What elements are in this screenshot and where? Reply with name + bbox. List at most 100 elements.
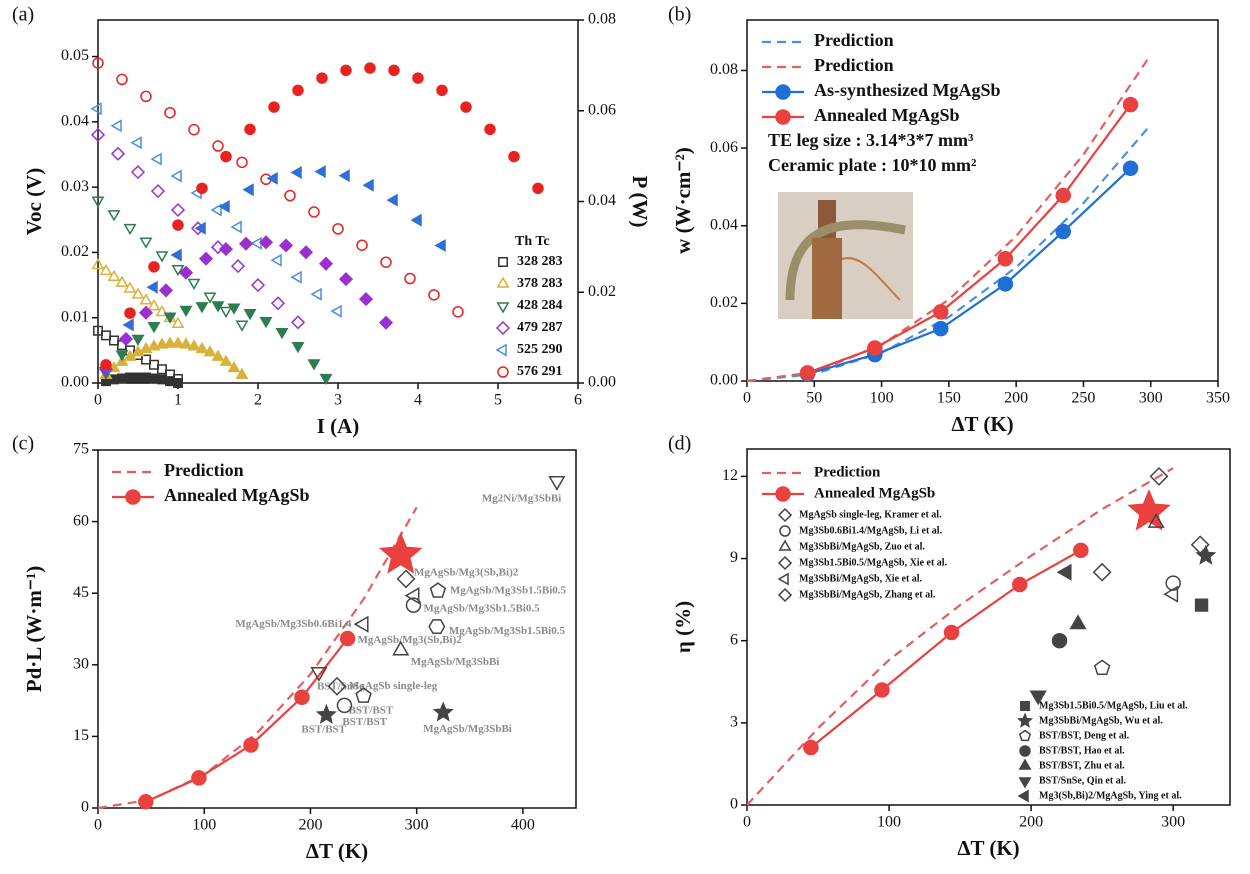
point-label: BST/SnSe bbox=[317, 680, 364, 692]
data-point bbox=[109, 374, 119, 385]
x-tick-label: 1 bbox=[174, 392, 182, 409]
data-point bbox=[1122, 160, 1139, 177]
point-label: BST/BST bbox=[301, 723, 346, 735]
x-tick-label: 0 bbox=[94, 817, 102, 834]
y2-tick-label: 0.08 bbox=[588, 11, 616, 28]
data-point bbox=[218, 242, 234, 257]
legend-label: Mg3SbBi/MgAgSb, Xie et al. bbox=[799, 573, 923, 584]
legend-label: MgAgSb single-leg, Kramer et al. bbox=[799, 509, 942, 520]
legend-marker bbox=[777, 507, 793, 523]
data-point bbox=[219, 306, 233, 318]
data-point bbox=[338, 272, 354, 287]
data-point bbox=[428, 289, 440, 301]
series-line bbox=[97, 506, 418, 810]
photo bbox=[778, 192, 913, 319]
data-point bbox=[1195, 544, 1217, 565]
data-point bbox=[338, 169, 350, 183]
data-point bbox=[308, 206, 320, 218]
point-label: MgAgSb single-leg bbox=[349, 680, 438, 692]
data-point bbox=[195, 341, 209, 354]
data-point bbox=[997, 250, 1014, 267]
data-point bbox=[164, 106, 176, 119]
y-tick-label: 0.01 bbox=[61, 308, 89, 325]
data-point bbox=[429, 582, 447, 598]
legend-label: Mg3SbBi/MgAgSb, Zuo et al. bbox=[799, 541, 925, 552]
data-point bbox=[99, 263, 113, 276]
data-point bbox=[140, 90, 152, 103]
legend-marker bbox=[497, 366, 509, 378]
data-point bbox=[284, 189, 296, 202]
data-point bbox=[1012, 576, 1028, 593]
point-label: MgAgSb/Mg3SbBi bbox=[411, 656, 500, 668]
legend-label: BST/SnSe, Qin et al. bbox=[1039, 775, 1126, 786]
data-point bbox=[1055, 223, 1071, 240]
point-label: MgAgSb/Mg3Sb1.5Bi0.5 bbox=[450, 584, 567, 596]
data-point bbox=[227, 303, 241, 315]
y-tick-label: 60 bbox=[73, 512, 89, 529]
x-axis-label: ΔT (K) bbox=[306, 839, 368, 863]
legend-marker bbox=[1017, 789, 1029, 803]
data-point bbox=[404, 272, 416, 285]
data-point bbox=[198, 251, 214, 266]
legend-marker bbox=[775, 109, 791, 125]
data-point bbox=[116, 73, 128, 86]
legend-label: 576 291 bbox=[517, 364, 563, 379]
legend-label: Annealed MgAgSb bbox=[164, 485, 310, 505]
legend-marker bbox=[1016, 712, 1034, 728]
plot-frame bbox=[746, 19, 1219, 382]
data-point bbox=[110, 119, 122, 133]
x-tick-label: 300 bbox=[1161, 814, 1185, 831]
data-point bbox=[259, 317, 273, 329]
y2-tick-label: 0.04 bbox=[588, 192, 616, 209]
data-point bbox=[203, 345, 217, 357]
data-point bbox=[270, 253, 282, 267]
data-point bbox=[1147, 512, 1165, 528]
data-point bbox=[364, 62, 376, 74]
plot-frame bbox=[746, 448, 1231, 806]
legend-marker bbox=[1018, 729, 1032, 742]
data-point bbox=[172, 219, 184, 231]
data-point bbox=[1029, 690, 1047, 706]
data-point bbox=[319, 373, 333, 386]
y-tick-label: 0 bbox=[730, 796, 738, 813]
point-label: MgAgSb/Mg3Sb1.5Bi0.5 bbox=[423, 603, 540, 615]
data-point bbox=[195, 302, 209, 314]
data-point bbox=[428, 619, 446, 635]
data-point bbox=[339, 630, 356, 647]
data-point bbox=[548, 476, 566, 491]
legend-label: BST/BST, Hao et al. bbox=[1039, 745, 1125, 756]
x-tick-label: 300 bbox=[1139, 390, 1163, 407]
data-point bbox=[147, 299, 161, 311]
x-tick-label: 100 bbox=[192, 817, 216, 834]
panel-label: (a) bbox=[12, 4, 34, 26]
data-point bbox=[131, 287, 145, 299]
x-tick-label: 50 bbox=[806, 390, 822, 407]
data-point bbox=[171, 316, 185, 328]
legend-label: Prediction bbox=[814, 30, 894, 50]
data-point bbox=[110, 146, 126, 161]
data-point bbox=[235, 367, 249, 380]
data-point bbox=[278, 238, 294, 253]
data-point bbox=[141, 372, 151, 383]
data-point bbox=[91, 196, 105, 208]
x-tick-label: 200 bbox=[1004, 390, 1028, 407]
data-point bbox=[130, 165, 146, 180]
data-point bbox=[243, 737, 259, 753]
legend-label: Mg3SbBi/MgAgSb, Zhang et al. bbox=[799, 589, 936, 600]
y-tick-label: 6 bbox=[730, 631, 738, 648]
data-point bbox=[1069, 614, 1087, 630]
y-tick-label: 0.04 bbox=[61, 113, 89, 130]
legend-marker bbox=[779, 525, 791, 537]
y-tick-label: 12 bbox=[722, 467, 738, 484]
legend-marker bbox=[125, 489, 141, 505]
point-label: MgAgSb/Mg3Sb0.6Bi1.4 bbox=[235, 618, 352, 630]
data-point bbox=[508, 150, 520, 163]
y-tick-label: 0.02 bbox=[710, 294, 738, 311]
x-tick-label: 100 bbox=[870, 390, 894, 407]
y-tick-label: 0 bbox=[81, 799, 89, 816]
y-axis-label: η (%) bbox=[671, 601, 695, 653]
data-point bbox=[250, 278, 266, 293]
data-point bbox=[163, 312, 177, 324]
data-point bbox=[404, 586, 420, 605]
data-point bbox=[138, 305, 154, 320]
